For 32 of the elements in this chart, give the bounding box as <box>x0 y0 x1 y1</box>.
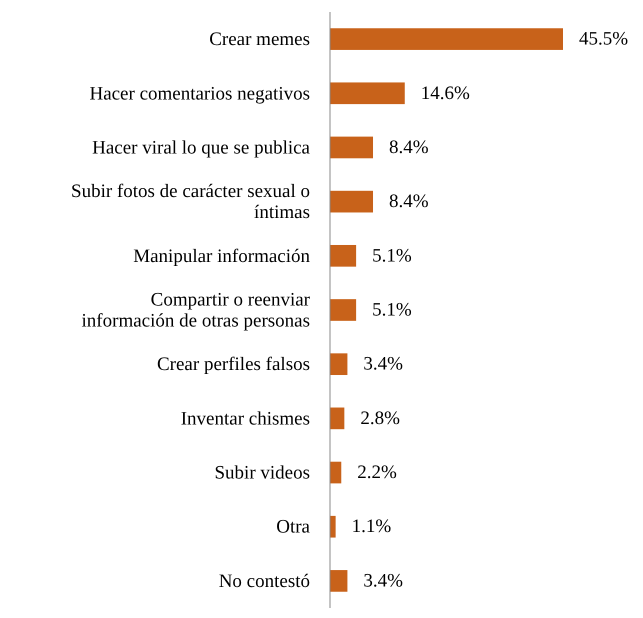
y-tick-label: Manipular información <box>133 245 310 266</box>
bar <box>330 299 356 321</box>
data-label: 8.4% <box>389 191 429 212</box>
data-label: 5.1% <box>372 300 412 320</box>
y-tick-label: Subir videos <box>214 462 310 484</box>
data-label: 3.4% <box>363 354 404 375</box>
bar <box>330 462 342 484</box>
bar <box>330 28 563 50</box>
y-tick-label: Otra <box>276 516 311 538</box>
bar <box>330 136 374 158</box>
y-tick-label: No contestó <box>218 570 310 592</box>
data-label: 5.1% <box>372 245 412 266</box>
bar <box>330 244 356 267</box>
bar <box>330 82 405 104</box>
bar <box>330 190 374 212</box>
data-label: 45.5% <box>579 28 628 50</box>
data-label: 2.8% <box>360 408 400 429</box>
data-label: 3.4% <box>363 570 404 592</box>
y-tick-label: Crear memes <box>209 28 310 50</box>
data-label: 1.1% <box>352 516 392 538</box>
y-tick-label: Subir fotos de carácter sexual o íntimas <box>71 180 310 223</box>
bar <box>330 353 348 376</box>
y-tick-label: Inventar chismes <box>180 408 310 429</box>
y-tick-label: Hacer viral lo que se publica <box>92 136 311 158</box>
y-tick-label: Crear perfiles falsos <box>157 354 310 375</box>
bar <box>330 408 344 430</box>
y-tick-label: Hacer comentarios negativos <box>89 82 310 104</box>
data-label: 8.4% <box>389 136 429 158</box>
data-label: 2.2% <box>357 462 398 484</box>
y-tick-label: Compartir o reenviar información de otras personas <box>82 289 311 331</box>
bar <box>330 570 348 592</box>
data-label: 14.6% <box>420 82 470 104</box>
